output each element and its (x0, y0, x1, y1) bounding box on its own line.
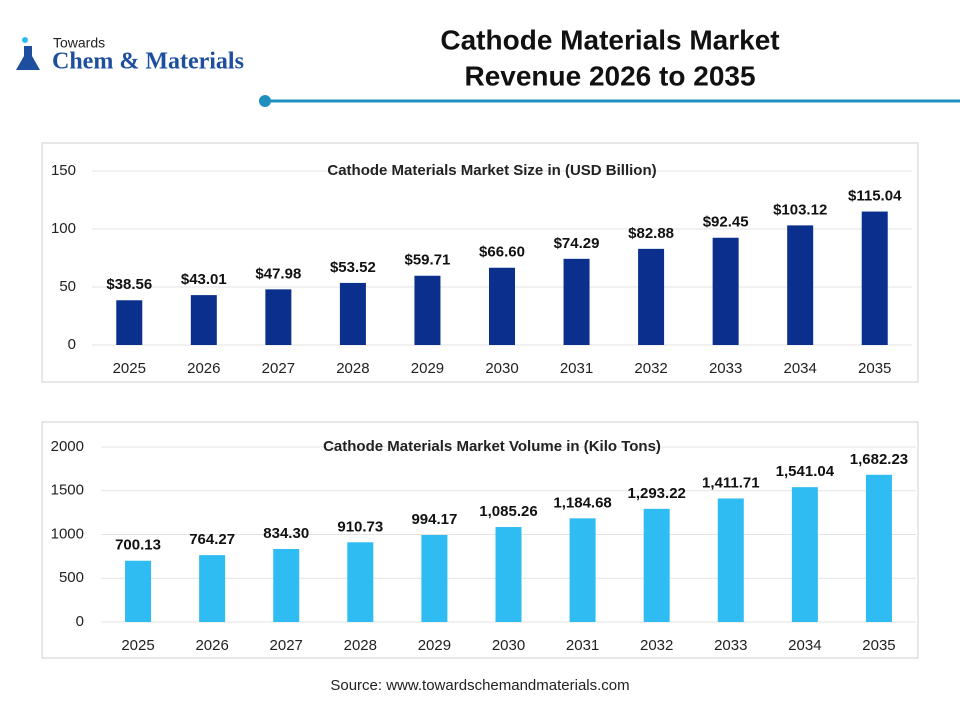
x-tick-label: 2033 (714, 637, 747, 654)
chart-frame (41, 142, 919, 383)
value-label: $47.98 (255, 265, 301, 282)
value-label: 1,293.22 (627, 485, 685, 502)
value-label: 910.73 (337, 518, 383, 535)
x-tick-label: 2033 (709, 360, 742, 377)
bar (116, 300, 143, 345)
bar (199, 555, 226, 622)
bar (563, 258, 590, 345)
x-tick-label: 2025 (121, 637, 154, 654)
bar (791, 487, 818, 622)
x-tick-label: 2027 (270, 637, 303, 654)
value-label: $66.60 (479, 244, 525, 261)
page-title: Cathode Materials Market (440, 24, 779, 55)
logo-bubble (22, 37, 28, 43)
bar (190, 295, 217, 345)
x-tick-label: 2034 (788, 637, 821, 654)
value-label: $82.88 (628, 225, 674, 242)
bar (787, 225, 814, 345)
x-tick-label: 2035 (862, 637, 895, 654)
value-label: $53.52 (330, 259, 376, 276)
bar (125, 560, 152, 622)
page-title: Revenue 2026 to 2035 (464, 60, 755, 91)
y-tick-label: 50 (59, 278, 76, 295)
value-label: 700.13 (115, 537, 161, 554)
bar (414, 275, 441, 345)
value-label: $74.29 (554, 235, 600, 252)
value-label: $103.12 (773, 201, 827, 218)
x-tick-label: 2035 (858, 360, 891, 377)
bar (421, 535, 448, 622)
value-label: 1,541.04 (776, 463, 835, 480)
x-tick-label: 2031 (560, 360, 593, 377)
logo-flask (16, 46, 40, 70)
x-tick-label: 2030 (492, 637, 525, 654)
bar (569, 518, 596, 622)
x-tick-label: 2027 (262, 360, 295, 377)
bar (865, 474, 892, 622)
y-tick-label: 0 (76, 613, 84, 630)
value-label: 1,411.71 (702, 474, 760, 491)
bar (273, 548, 300, 622)
logo: Towards Chem & Materials (16, 35, 244, 75)
x-tick-label: 2032 (634, 360, 667, 377)
logo-main: Chem & Materials (52, 49, 244, 75)
x-tick-label: 2029 (418, 637, 451, 654)
x-tick-label: 2031 (566, 637, 599, 654)
y-tick-label: 1000 (51, 525, 84, 542)
bar (347, 542, 374, 622)
y-tick-label: 500 (59, 569, 84, 586)
bar (712, 237, 739, 345)
x-tick-label: 2030 (485, 360, 518, 377)
x-tick-label: 2025 (113, 360, 146, 377)
y-tick-label: 2000 (51, 438, 84, 455)
x-tick-label: 2029 (411, 360, 444, 377)
x-tick-label: 2026 (195, 637, 228, 654)
x-tick-label: 2032 (640, 637, 673, 654)
source: Source: www.towardschemandmaterials.com (330, 677, 629, 694)
bar (861, 211, 888, 345)
bar (638, 248, 665, 345)
y-tick-label: 1500 (51, 482, 84, 499)
chart-title: Cathode Materials Market Size in (USD Bi… (327, 162, 656, 179)
x-tick-label: 2028 (344, 637, 377, 654)
chart-title: Cathode Materials Market Volume in (Kilo… (323, 438, 661, 455)
value-label: 834.30 (263, 525, 309, 542)
value-label: $38.56 (106, 276, 152, 293)
x-tick-label: 2034 (783, 360, 816, 377)
y-tick-label: 0 (68, 336, 76, 353)
header-dot (259, 95, 271, 107)
logo-top: Towards (53, 35, 105, 51)
value-label: $92.45 (703, 214, 749, 231)
value-label: 1,085.26 (479, 503, 537, 520)
bar (717, 498, 744, 622)
value-label: $43.01 (181, 271, 227, 288)
value-label: 1,682.23 (850, 451, 908, 468)
bar (489, 267, 515, 345)
x-tick-label: 2028 (336, 360, 369, 377)
value-label: 764.27 (189, 531, 235, 548)
y-tick-label: 100 (51, 220, 76, 237)
value-label: $115.04 (848, 188, 902, 205)
chart-frame (41, 421, 919, 659)
value-label: $59.71 (405, 252, 451, 269)
bar (495, 527, 522, 622)
y-tick-label: 150 (51, 162, 76, 179)
value-label: 1,184.68 (553, 494, 611, 511)
x-tick-label: 2026 (187, 360, 220, 377)
value-label: 994.17 (411, 511, 457, 528)
bar (339, 282, 366, 345)
bar (265, 289, 292, 345)
bar (643, 508, 670, 622)
